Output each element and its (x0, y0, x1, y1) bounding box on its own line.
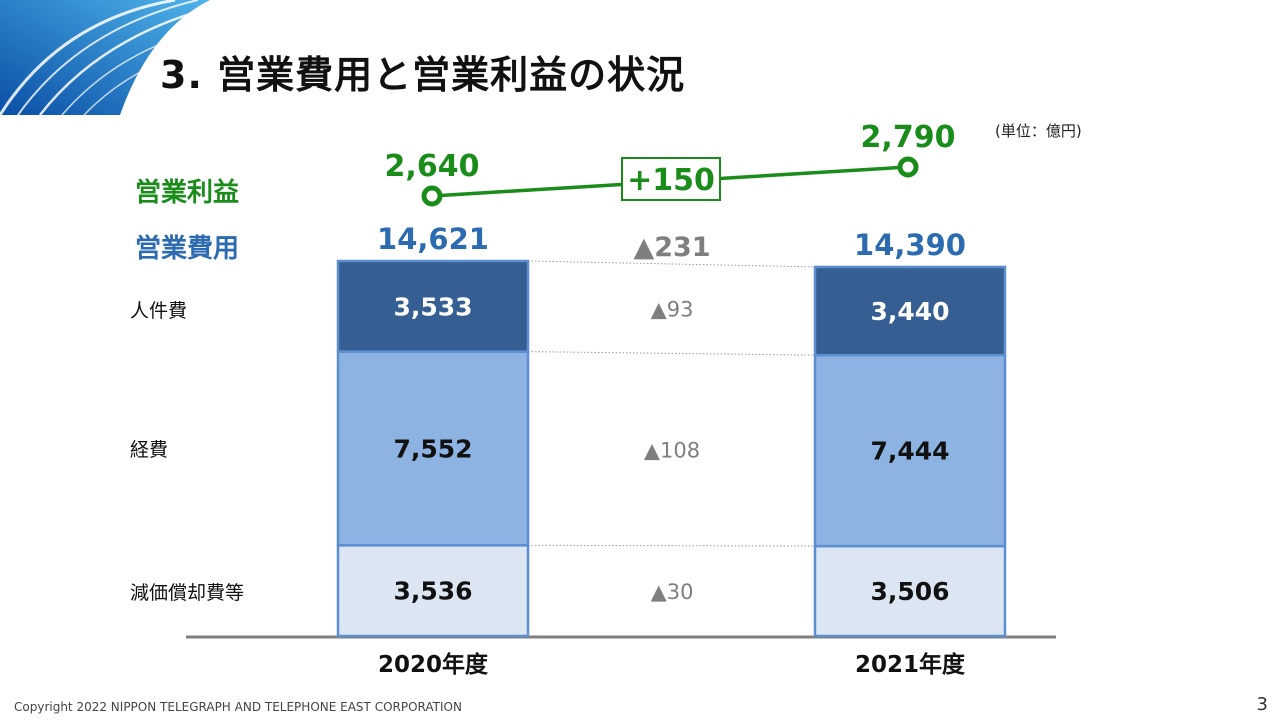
unit-label: (単位：億円) (995, 122, 1082, 140)
value-label-expenses-2: 7,444 (870, 437, 949, 466)
value-label-personnel-1: 3,533 (393, 292, 472, 321)
category-label-expenses: 経費 (130, 439, 169, 461)
category-label-1: 2020年度 (378, 651, 489, 678)
profit-label-1: 2,640 (385, 149, 480, 184)
profit-label-2: 2,790 (861, 120, 956, 155)
connector-line-expenses (527, 351, 816, 356)
value-label-depreciation-1: 3,536 (393, 577, 472, 606)
value-label-personnel-2: 3,440 (870, 297, 949, 326)
bar-depreciation-1 (336, 544, 530, 638)
bar-personnel-1 (336, 259, 530, 353)
bar-depreciation-2 (813, 544, 1007, 638)
corner-decoration (0, 0, 210, 115)
category-label-personnel: 人件費 (130, 300, 188, 322)
profit-point-2 (897, 156, 919, 178)
diff-label-expenses: ▲108 (644, 439, 700, 463)
total-label-2: 14,390 (854, 228, 966, 262)
diff-label-total: ▲231 (633, 232, 710, 263)
bar-personnel-2 (813, 265, 1007, 357)
page-title: 3. 営業費用と営業利益の状況 (160, 53, 686, 97)
value-label-expenses-1: 7,552 (393, 434, 472, 463)
operating-expenses-label: 営業費用 (135, 234, 240, 264)
category-label-2: 2021年度 (855, 651, 966, 678)
diff-label-personnel: ▲93 (651, 298, 694, 322)
connector-line-depreciation (527, 544, 816, 547)
profit-point-1 (421, 185, 443, 207)
bar-expenses-1 (336, 350, 530, 547)
profit-diff-label: +150 (627, 163, 715, 198)
diff-label-depreciation: ▲30 (651, 580, 694, 604)
category-label-depreciation: 減価償却費等 (130, 582, 245, 604)
copyright-footer: Copyright 2022 NIPPON TELEGRAPH AND TELE… (14, 700, 462, 714)
total-label-1: 14,621 (377, 222, 489, 256)
profit-diff-box (621, 157, 721, 201)
value-label-depreciation-2: 3,506 (870, 577, 949, 606)
operating-profit-label: 営業利益 (135, 178, 240, 208)
page-number: 3 (1256, 694, 1268, 715)
connector-line-personnel (527, 260, 816, 268)
